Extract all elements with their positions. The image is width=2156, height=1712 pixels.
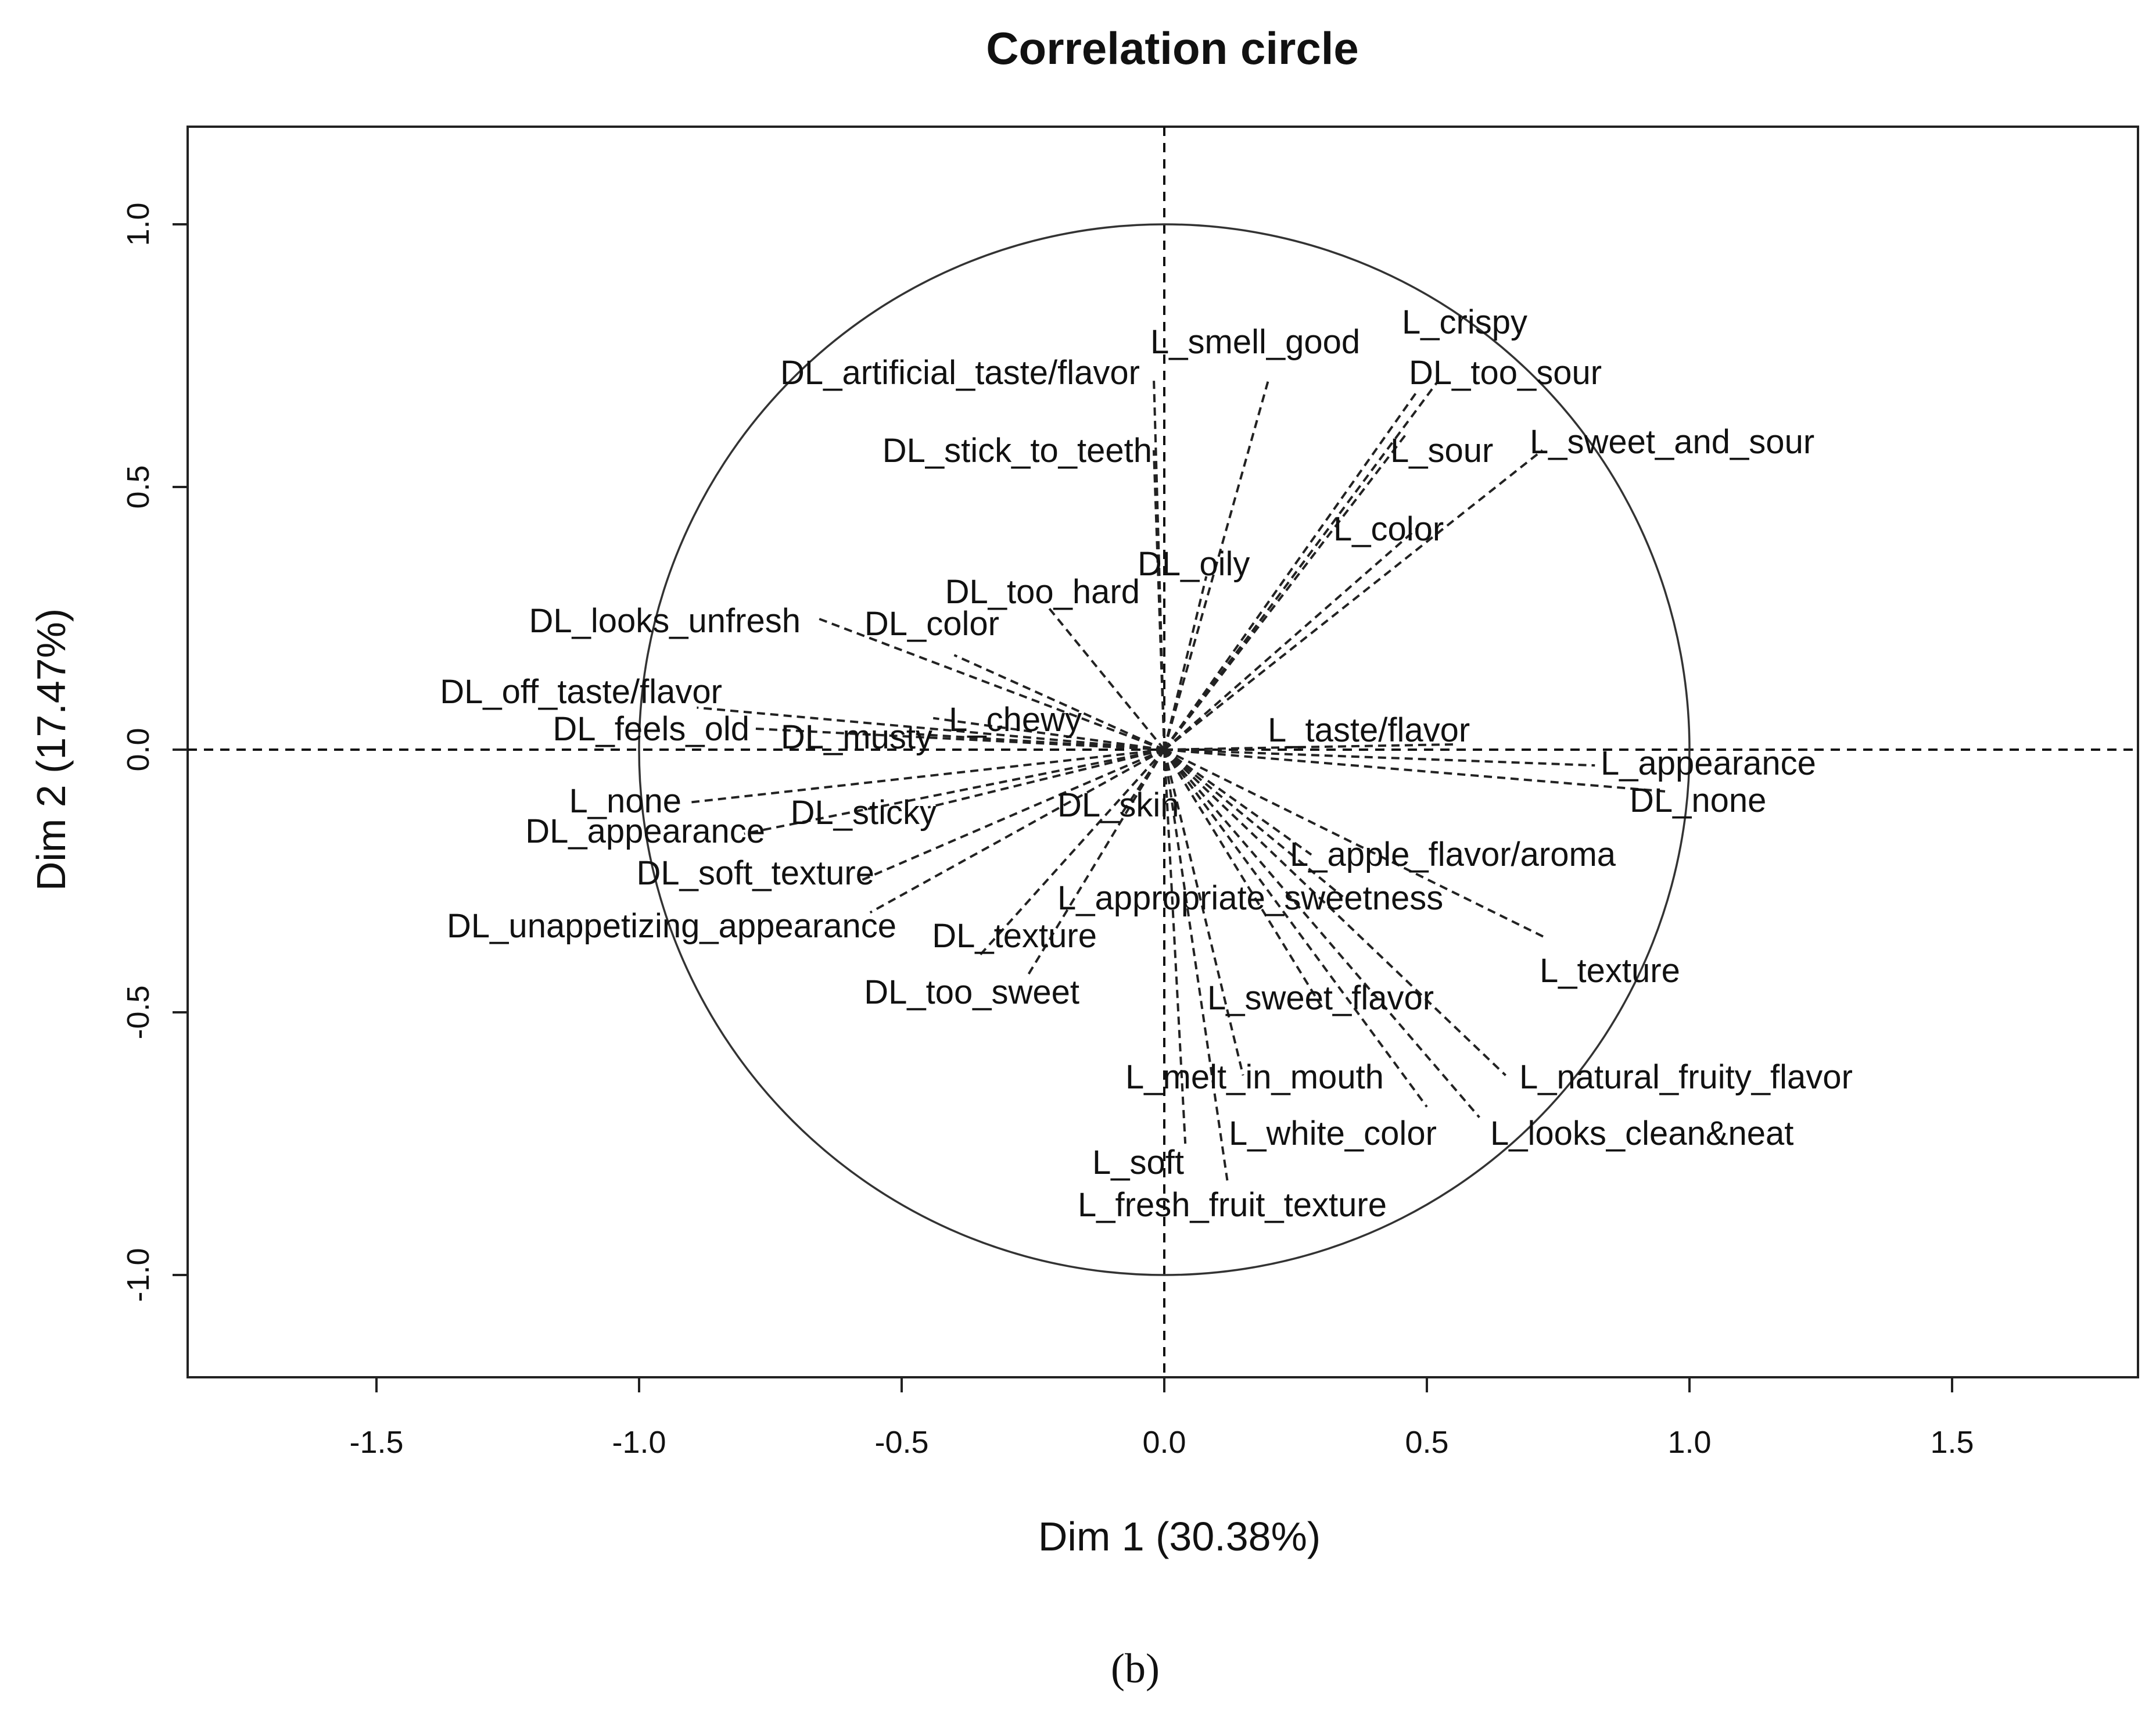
label-l-none: L_none (569, 782, 681, 820)
label-dl-too-sweet: DL_too_sweet (864, 973, 1079, 1011)
label-l-natural-fruity-flavor: L_natural_fruity_flavor (1519, 1058, 1853, 1096)
variable-arrows (691, 376, 1669, 1181)
label-l-apple-flavor-aroma: L_apple_flavor/aroma (1290, 836, 1616, 873)
label-l-white-color: L_white_color (1229, 1115, 1437, 1152)
arrow-l-taste-flavor (1164, 743, 1454, 751)
arrow-l-appropriate-sweetness (1163, 748, 1344, 898)
arrow-dl-oily (1163, 576, 1208, 750)
arrow-l-crispy (1163, 392, 1418, 751)
arrow-dl-color (953, 654, 1165, 751)
label-dl-off-taste-flavor: DL_off_taste/flavor (440, 673, 722, 711)
x-tick-label: 0.5 (1405, 1425, 1448, 1460)
arrow-dl-unappetizing-appearance (869, 748, 1165, 914)
variable-labels: L_crispy DL_too_sour L_smell_good DL_artifi… (440, 303, 1853, 1224)
y-tick-label: 1.0 (121, 202, 156, 246)
label-l-appearance: L_appearance (1601, 744, 1816, 782)
x-tick-label: -1.0 (612, 1425, 666, 1460)
x-tick-label: 1.5 (1930, 1425, 1974, 1460)
label-l-looks-clean-neat: L_looks_clean&neat (1490, 1115, 1793, 1152)
x-tick-label: -0.5 (874, 1425, 928, 1460)
arrow-l-appearance (1164, 748, 1595, 767)
arrow-dl-appearance (744, 748, 1165, 835)
label-l-appropriate-sweetness: L_appropriate_sweetness (1057, 879, 1443, 917)
label-dl-sticky: DL_sticky (791, 794, 937, 832)
label-dl-none: DL_none (1630, 782, 1766, 819)
arrow-dl-artificial-taste-flavor (1152, 377, 1165, 750)
x-tick-label: -1.5 (349, 1425, 403, 1460)
label-l-sweet-flavor: L_sweet_flavor (1207, 979, 1434, 1017)
label-dl-too-hard: DL_too_hard (945, 573, 1140, 611)
figure-caption: (b) (1111, 1645, 1160, 1692)
label-dl-stick-to-teeth: DL_stick_to_teeth (883, 432, 1152, 470)
arrow-dl-too-sour (1163, 381, 1438, 751)
plot-frame (186, 126, 2139, 1378)
arrow-l-sweet-flavor (1163, 748, 1323, 1008)
label-l-chewy: L_chewy (949, 701, 1082, 739)
arrow-l-melt-in-mouth (1163, 749, 1244, 1076)
arrow-l-sweet-and-sour (1163, 449, 1544, 751)
arrow-dl-stick-to-teeth (1152, 450, 1165, 750)
label-dl-texture: DL_texture (932, 917, 1097, 955)
label-dl-too-sour: DL_too_sour (1409, 354, 1602, 392)
arrow-l-natural-fruity-flavor (1163, 748, 1506, 1076)
y-tick-label: -1.0 (121, 1248, 156, 1302)
arrow-dl-none (1164, 748, 1669, 793)
y-axis-title: Dim 2 (17.47%) (28, 608, 74, 891)
x-axis-ticks: -1.5 -1.0 -0.5 0.0 0.5 1.0 1.5 (349, 1377, 1974, 1460)
arrow-dl-texture (980, 748, 1165, 955)
arrow-l-apple-flavor-aroma (1163, 748, 1312, 856)
label-l-soft: L_soft (1092, 1144, 1184, 1181)
arrow-l-color (1163, 528, 1418, 751)
arrow-dl-too-sweet (1027, 748, 1165, 976)
arrow-dl-too-hard (1047, 607, 1165, 751)
label-l-texture: L_texture (1540, 952, 1680, 990)
arrow-l-fresh-fruit-texture (1163, 749, 1229, 1181)
y-axis-ticks: -1.0 -0.5 0.0 0.5 1.0 (121, 202, 188, 1302)
y-tick-label: -0.5 (121, 985, 156, 1039)
label-dl-oily: DL_oily (1138, 545, 1250, 583)
arrow-dl-musty (912, 732, 1165, 751)
label-l-sour: L_sour (1390, 432, 1493, 470)
y-tick-label: 0.0 (121, 728, 156, 771)
arrow-l-looks-clean-neat (1163, 748, 1480, 1119)
label-l-smell-good: L_smell_good (1150, 323, 1360, 361)
x-tick-label: 1.0 (1667, 1425, 1711, 1460)
arrow-dl-looks-unfresh (817, 617, 1165, 751)
chart-title: Correlation circle (986, 23, 1359, 74)
label-dl-looks-unfresh: DL_looks_unfresh (529, 602, 801, 640)
arrow-l-white-color (1163, 748, 1428, 1108)
arrow-dl-off-taste-flavor (697, 706, 1165, 751)
x-axis-title: Dim 1 (30.38%) (1038, 1514, 1321, 1559)
label-l-color: L_color (1333, 510, 1444, 548)
label-l-fresh-fruit-texture: L_fresh_fruit_texture (1078, 1186, 1387, 1224)
label-l-crispy: L_crispy (1402, 303, 1527, 341)
label-l-taste-flavor: L_taste/flavor (1268, 711, 1470, 749)
label-dl-appearance: DL_appearance (525, 812, 765, 850)
label-dl-artificial-taste-flavor: DL_artificial_taste/flavor (780, 354, 1140, 392)
x-tick-label: 0.0 (1142, 1425, 1186, 1460)
label-dl-feels-old: DL_feels_old (553, 710, 749, 748)
label-dl-soft-texture: DL_soft_texture (637, 854, 874, 892)
arrow-l-chewy (932, 717, 1165, 751)
label-dl-musty: DL_musty (781, 718, 932, 756)
arrow-dl-sticky (927, 748, 1165, 809)
arrow-dl-soft-texture (859, 748, 1165, 882)
arrow-l-smell-good (1163, 376, 1271, 750)
label-l-sweet-and-sour: L_sweet_and_sour (1530, 423, 1814, 461)
arrow-l-soft (1163, 749, 1187, 1144)
unit-circle (638, 223, 1691, 1276)
label-dl-unappetizing-appearance: DL_unappetizing_appearance (447, 907, 896, 945)
arrow-l-texture (1164, 748, 1548, 940)
label-dl-color: DL_color (864, 605, 999, 643)
y-tick-label: 0.5 (121, 465, 156, 508)
label-l-melt-in-mouth: L_melt_in_mouth (1125, 1058, 1384, 1096)
label-dl-skin: DL_skin (1057, 786, 1179, 824)
plot-area: L_crispy DL_too_sour L_smell_good DL_artifi… (186, 126, 2139, 1378)
